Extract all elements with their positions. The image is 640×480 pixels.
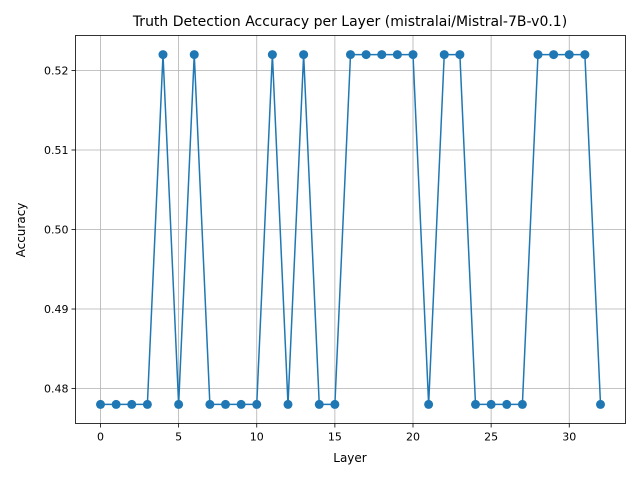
data-point	[189, 50, 199, 60]
data-point	[205, 399, 215, 409]
data-point	[221, 399, 230, 409]
y-tick-label: 0.50	[44, 224, 69, 237]
y-tick-label: 0.49	[44, 303, 69, 316]
data-point	[346, 50, 355, 60]
data-point	[424, 399, 434, 409]
data-point	[580, 50, 590, 60]
data-point	[96, 399, 105, 409]
data-point	[486, 399, 496, 409]
data-point	[158, 50, 168, 60]
data-point	[267, 50, 277, 60]
data-point	[455, 50, 465, 60]
data-point	[174, 399, 184, 409]
x-tick-label: 20	[406, 431, 420, 444]
x-tick-label: 25	[484, 431, 498, 444]
data-point	[517, 399, 527, 409]
data-point	[236, 399, 246, 409]
x-tick-label: 5	[175, 431, 182, 444]
x-tick-label: 30	[562, 431, 576, 444]
y-tick-label: 0.48	[44, 383, 69, 396]
data-point	[549, 50, 559, 60]
series-markers	[96, 50, 605, 409]
data-point	[533, 50, 543, 60]
data-point	[361, 50, 371, 60]
x-axis-ticks: 0 5 10 15 20 25 30	[97, 423, 576, 444]
data-point	[408, 50, 418, 60]
data-point	[439, 50, 449, 60]
data-point	[564, 50, 574, 60]
data-point	[314, 399, 324, 409]
y-tick-label: 0.51	[44, 144, 69, 157]
x-tick-label: 15	[328, 431, 342, 444]
data-point	[596, 399, 605, 409]
x-tick-label: 10	[250, 431, 264, 444]
data-point	[283, 399, 293, 409]
x-axis-label: Layer	[333, 451, 367, 465]
data-point	[299, 50, 309, 60]
data-point	[252, 399, 262, 409]
data-point	[471, 399, 480, 409]
y-axis-ticks: 0.48 0.49 0.50 0.51 0.52	[44, 64, 76, 396]
y-tick-label: 0.52	[44, 64, 69, 77]
data-point	[502, 399, 512, 409]
data-point	[377, 50, 387, 60]
x-tick-label: 0	[97, 431, 104, 444]
data-point	[142, 399, 152, 409]
data-point	[111, 399, 121, 409]
data-point	[330, 399, 340, 409]
grid	[75, 35, 626, 424]
data-point	[392, 50, 402, 60]
data-point	[127, 399, 137, 409]
y-axis-label: Accuracy	[14, 203, 28, 258]
chart-title: Truth Detection Accuracy per Layer (mist…	[132, 14, 567, 30]
